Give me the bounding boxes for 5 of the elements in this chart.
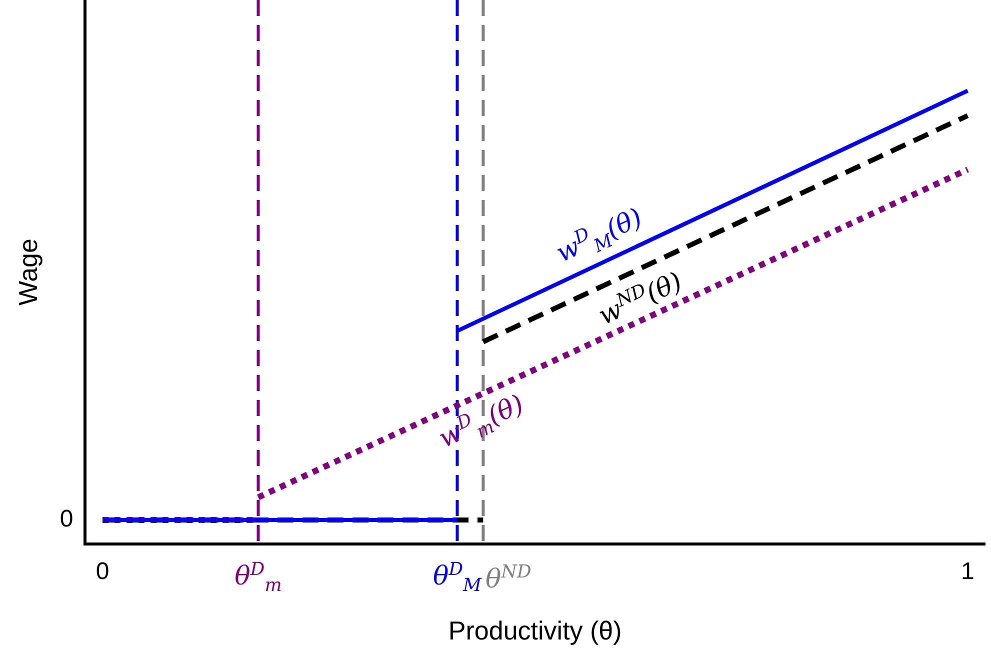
- x-tick-label: 1: [961, 558, 974, 586]
- y-axis-title: Wage: [12, 238, 43, 306]
- ref-line-label: θ$^{ND}$: [485, 562, 532, 594]
- text: 0: [60, 506, 74, 533]
- x-axis-title: Productivity (θ): [448, 616, 622, 646]
